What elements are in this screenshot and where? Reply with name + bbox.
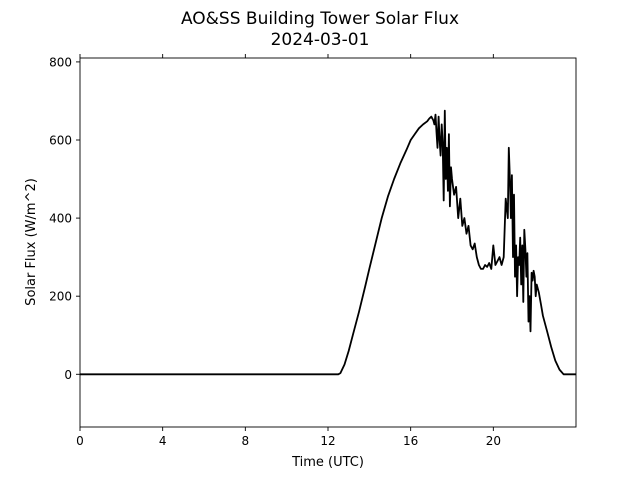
x-axis: 0 4 8 12 16 20 <box>76 54 501 448</box>
chart-title: AO&SS Building Tower Solar Flux <box>181 9 459 29</box>
x-tick-label: 20 <box>486 434 501 448</box>
x-tick-label: 4 <box>159 434 167 448</box>
y-tick-label: 200 <box>49 290 72 304</box>
x-axis-label: Time (UTC) <box>291 455 364 470</box>
plot-frame <box>79 57 577 428</box>
y-axis: 0 200 400 600 800 <box>49 55 80 382</box>
y-axis-label: Solar Flux (W/m^2) <box>24 178 39 306</box>
x-tick-label: 0 <box>76 434 84 448</box>
x-tick-label: 12 <box>320 434 335 448</box>
y-tick-label: 600 <box>49 134 72 148</box>
x-tick-label: 16 <box>403 434 418 448</box>
chart-subtitle: 2024-03-01 <box>271 30 370 50</box>
y-tick-label: 0 <box>64 368 72 382</box>
x-tick-label: 8 <box>242 434 250 448</box>
plot-area <box>80 109 576 376</box>
y-tick-label: 400 <box>49 212 72 226</box>
solar-flux-line <box>80 109 576 376</box>
y-tick-label: 800 <box>49 55 72 69</box>
